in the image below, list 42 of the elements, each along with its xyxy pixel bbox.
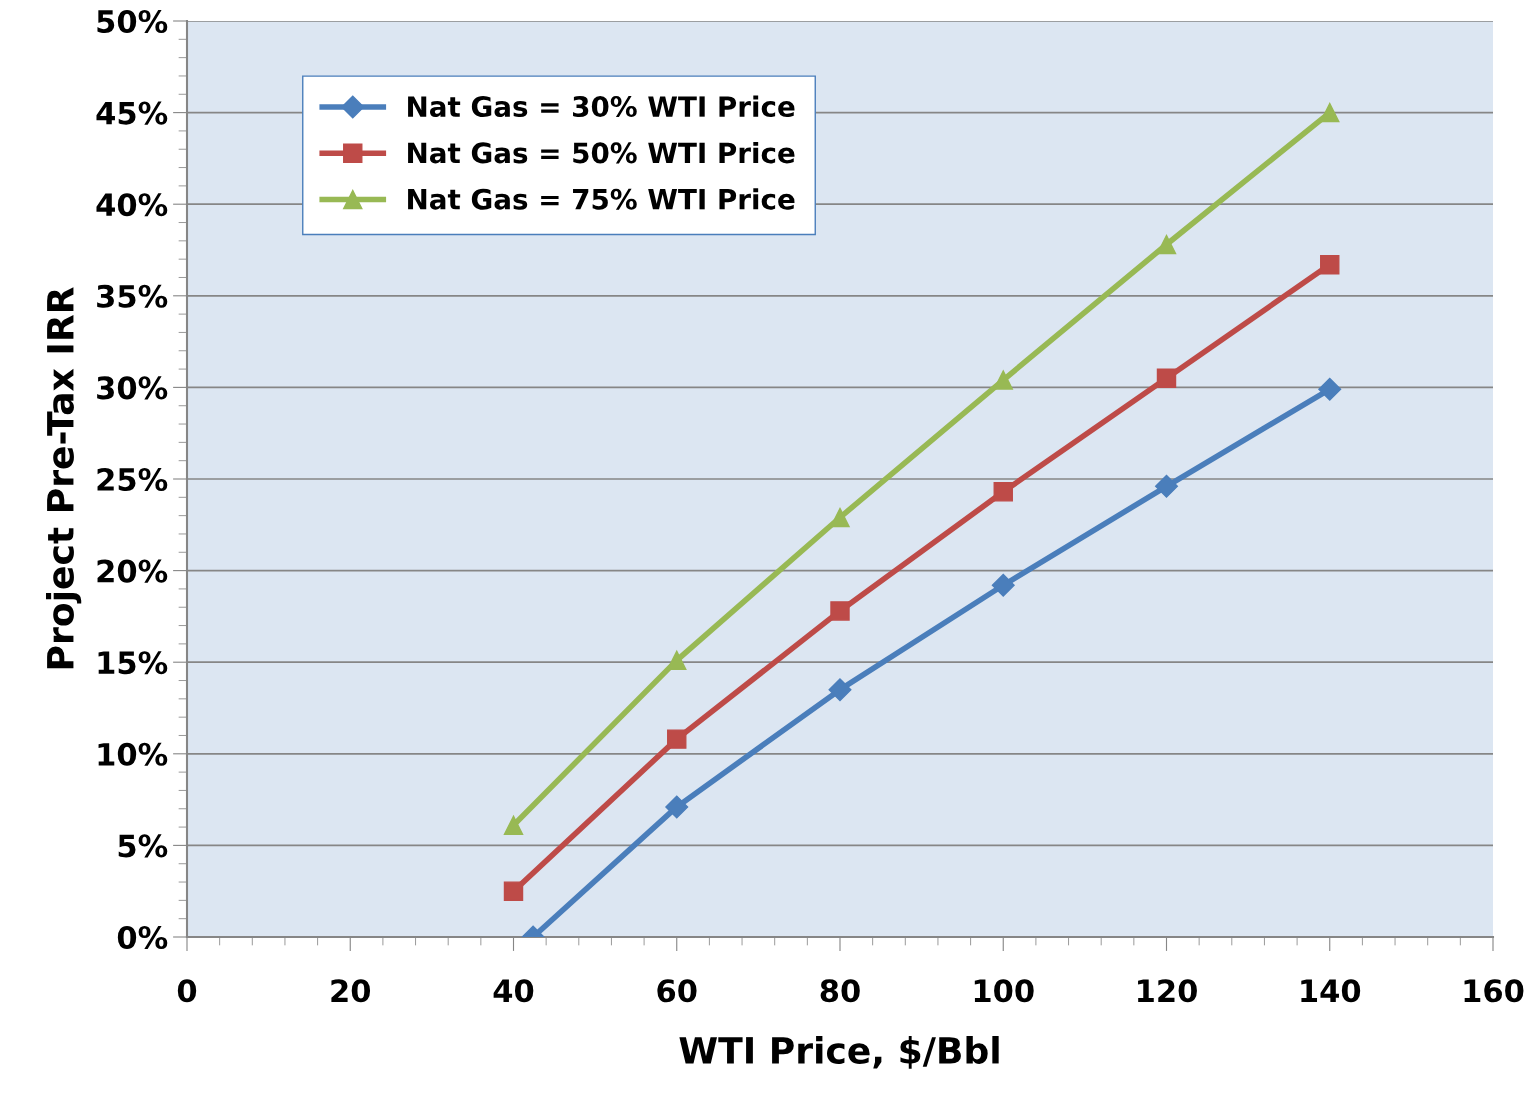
- x-tick-label: 160: [1464, 979, 1524, 1003]
- y-tick-label: 10%: [98, 742, 168, 766]
- y-tick-label: 5%: [118, 834, 168, 858]
- y-tick-label: 45%: [96, 101, 168, 125]
- y-tick-label: 0%: [117, 925, 168, 950]
- y-axis-title: Project Pre-Tax IRR: [45, 287, 82, 669]
- x-tick-label: 40: [493, 979, 534, 1003]
- point: [993, 482, 1013, 502]
- point: [830, 601, 850, 621]
- point: [1320, 102, 1340, 123]
- x-tick-label: 120: [1138, 979, 1197, 1003]
- point: [1155, 474, 1178, 498]
- x-tick-label: 0: [177, 979, 197, 1003]
- point: [830, 507, 850, 528]
- point: [503, 881, 524, 901]
- y-tick-label: 25%: [97, 467, 168, 492]
- point: [1156, 234, 1177, 255]
- point: [1318, 377, 1342, 401]
- x-tick-label: 20: [331, 979, 371, 1003]
- x-tick-label: 80: [820, 979, 860, 1003]
- x-tick-label: 100: [974, 979, 1034, 1003]
- y-tick-label: 20%: [97, 559, 168, 583]
- legend-label: Nat Gas = 30% WTI Price: [408, 95, 795, 118]
- legend-label: Nat Gas = 50% WTI Price: [408, 141, 795, 164]
- point: [993, 370, 1013, 390]
- point: [991, 573, 1015, 597]
- x-tick-label: 60: [657, 979, 697, 1003]
- point: [665, 795, 689, 819]
- y-tick-label: 40%: [96, 193, 168, 217]
- legend-label: Nat Gas = 75% WTI Price: [408, 188, 795, 210]
- point: [667, 650, 687, 671]
- point: [1156, 368, 1177, 388]
- y-tick-label: 30%: [97, 376, 168, 400]
- point: [1320, 254, 1340, 275]
- point: [828, 678, 852, 702]
- x-tick-label: 140: [1301, 979, 1361, 1003]
- point: [503, 815, 524, 835]
- y-tick-label: 50%: [97, 9, 168, 34]
- point: [667, 729, 687, 749]
- y-tick-label: 35%: [97, 284, 168, 308]
- x-axis-title: WTI Price, $/Bbl: [679, 1036, 999, 1069]
- y-tick-label: 15%: [98, 651, 168, 675]
